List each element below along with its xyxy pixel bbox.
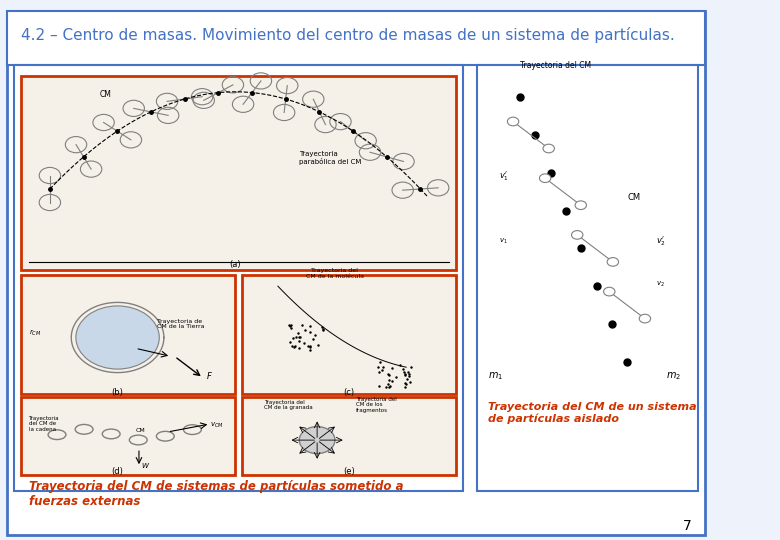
FancyBboxPatch shape <box>477 65 698 491</box>
Circle shape <box>575 201 587 210</box>
Text: CM: CM <box>100 90 112 99</box>
Text: 7: 7 <box>682 519 691 534</box>
Text: (d): (d) <box>112 467 123 476</box>
Circle shape <box>540 174 551 183</box>
FancyBboxPatch shape <box>243 397 456 475</box>
Circle shape <box>604 287 615 296</box>
Text: 4.2 – Centro de masas. Movimiento del centro de masas de un sistema de partícula: 4.2 – Centro de masas. Movimiento del ce… <box>21 27 675 43</box>
Text: Trayectoria del
CM de la molécula: Trayectoria del CM de la molécula <box>306 268 364 279</box>
Text: Trayectoria del
CM de la granada: Trayectoria del CM de la granada <box>264 400 313 410</box>
Text: Trayectoria del CM de sistemas de partículas sometido a
fuerzas externas: Trayectoria del CM de sistemas de partíc… <box>29 480 403 508</box>
FancyBboxPatch shape <box>7 11 705 535</box>
FancyBboxPatch shape <box>14 65 463 491</box>
Text: Trayectoria de
CM de la Tierra: Trayectoria de CM de la Tierra <box>157 319 204 329</box>
Text: CM: CM <box>136 428 145 433</box>
FancyBboxPatch shape <box>243 275 456 394</box>
Text: (a): (a) <box>229 260 241 269</box>
Text: (e): (e) <box>343 467 355 476</box>
Circle shape <box>640 314 651 323</box>
Text: $m_1$: $m_1$ <box>488 370 503 382</box>
Text: W: W <box>141 463 148 469</box>
Circle shape <box>543 144 555 153</box>
Text: Trayectoria
parabólica del CM: Trayectoria parabólica del CM <box>300 151 362 165</box>
Text: Trayectoria del CM: Trayectoria del CM <box>520 60 591 70</box>
Text: Trayectoria del CM de un sistema
de partículas aislado: Trayectoria del CM de un sistema de part… <box>488 402 697 424</box>
Circle shape <box>300 427 335 454</box>
Text: $v_2$: $v_2$ <box>656 280 665 289</box>
FancyBboxPatch shape <box>21 76 456 270</box>
Text: Trayectoria
del CM de
la cadena: Trayectoria del CM de la cadena <box>29 416 59 432</box>
Text: $r_{CM}$: $r_{CM}$ <box>29 328 41 338</box>
Circle shape <box>572 231 583 239</box>
Circle shape <box>507 117 519 126</box>
Circle shape <box>76 306 159 369</box>
Text: $v_{CM}$: $v_{CM}$ <box>211 421 224 430</box>
FancyBboxPatch shape <box>21 275 235 394</box>
Text: F: F <box>207 372 211 381</box>
Text: (c): (c) <box>344 388 355 397</box>
Text: CM: CM <box>627 193 640 202</box>
Circle shape <box>607 258 619 266</box>
Text: $v_2'$: $v_2'$ <box>656 234 665 247</box>
Text: Trayectoria del
CM de los
fragmentos: Trayectoria del CM de los fragmentos <box>356 397 397 413</box>
Text: $v_1$: $v_1$ <box>499 237 508 246</box>
Bar <box>7 11 705 65</box>
Text: $m_2$: $m_2$ <box>666 370 682 382</box>
Text: (b): (b) <box>112 388 123 397</box>
Text: $v_1'$: $v_1'$ <box>499 169 509 183</box>
FancyBboxPatch shape <box>21 397 235 475</box>
